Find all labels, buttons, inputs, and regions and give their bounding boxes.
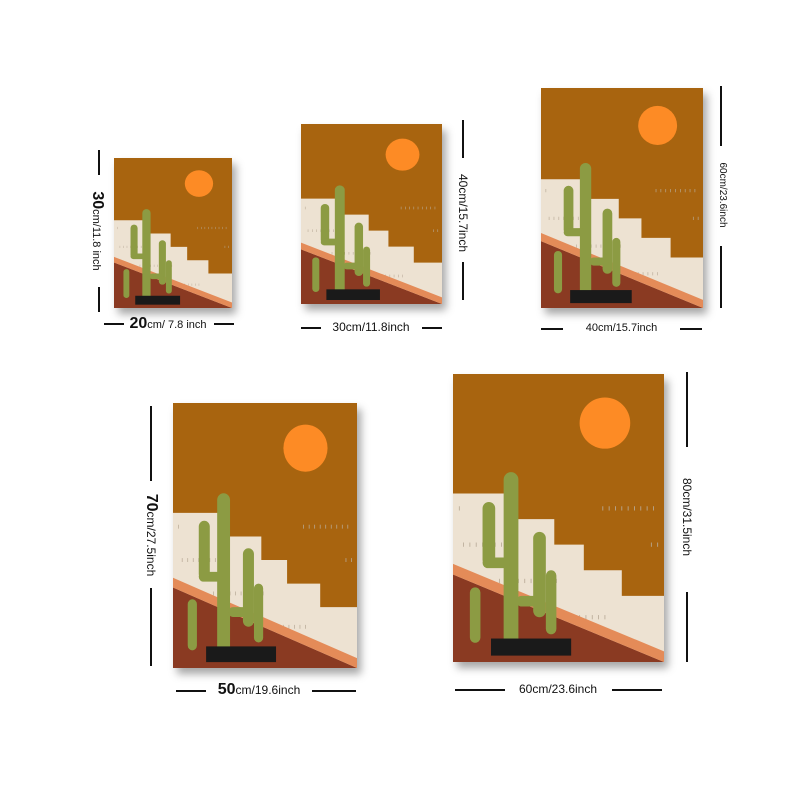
width-dimension-line: [422, 327, 442, 329]
artwork-cactus: [312, 185, 371, 295]
height-label: 30cm/11.8 inch: [89, 191, 106, 271]
height-label: 60cm/23.6inch: [717, 162, 728, 228]
canvas-print-60x80: [453, 374, 664, 662]
artwork-plant-pot: [570, 290, 632, 304]
artwork-sun: [638, 105, 678, 146]
canvas-print-50x70: [173, 403, 357, 668]
height-dimension-line: [150, 588, 152, 666]
width-label: 30cm/11.8inch: [332, 320, 410, 334]
height-dimension-line: [98, 287, 100, 312]
width-dimension-line: [176, 690, 206, 692]
width-label: 20cm/ 7.8 inch: [129, 315, 207, 332]
height-dimension-line: [686, 592, 688, 662]
width-dimension-line: [312, 690, 356, 692]
canvas-print-40x60: [541, 88, 703, 308]
artwork-sun: [184, 170, 214, 197]
canvas-print-30x40: [301, 124, 442, 304]
width-label: 60cm/23.6inch: [518, 682, 598, 696]
width-label: 50cm/19.6inch: [217, 681, 301, 698]
artwork-plant-pot: [326, 289, 380, 300]
width-dimension-line: [612, 689, 662, 691]
height-dimension-line: [720, 86, 722, 146]
height-dimension-line: [150, 406, 152, 481]
artwork-cactus: [187, 493, 264, 655]
width-dimension-line: [541, 328, 563, 330]
artwork-cactus: [553, 162, 621, 297]
height-dimension-line: [686, 372, 688, 447]
height-dimension-line: [462, 262, 464, 300]
height-dimension-line: [462, 120, 464, 158]
width-dimension-line: [680, 328, 702, 330]
width-label: 40cm/15.7inch: [585, 322, 658, 334]
height-dimension-line: [720, 246, 722, 308]
cactus-artwork: [301, 124, 442, 304]
cactus-artwork: [453, 374, 664, 662]
width-dimension-line: [301, 327, 321, 329]
cactus-artwork: [114, 158, 232, 308]
height-label: 40cm/15.7inch: [456, 173, 470, 253]
artwork-plant-pot: [135, 295, 181, 305]
height-label: 80cm/31.5inch: [680, 477, 694, 557]
artwork-plant-pot: [490, 638, 572, 656]
canvas-print-20x30: [114, 158, 232, 308]
artwork-sun: [385, 138, 420, 171]
height-label: 70cm/27.5inch: [143, 493, 160, 577]
width-dimension-line: [214, 323, 234, 325]
width-dimension-line: [455, 689, 505, 691]
artwork-sun: [579, 397, 631, 449]
width-dimension-line: [104, 323, 124, 325]
cactus-artwork: [173, 403, 357, 668]
artwork-cactus: [123, 209, 172, 301]
artwork-sun: [283, 424, 328, 472]
height-dimension-line: [98, 150, 100, 175]
artwork-plant-pot: [206, 646, 277, 663]
artwork-cactus: [469, 472, 557, 648]
cactus-artwork: [541, 88, 703, 308]
